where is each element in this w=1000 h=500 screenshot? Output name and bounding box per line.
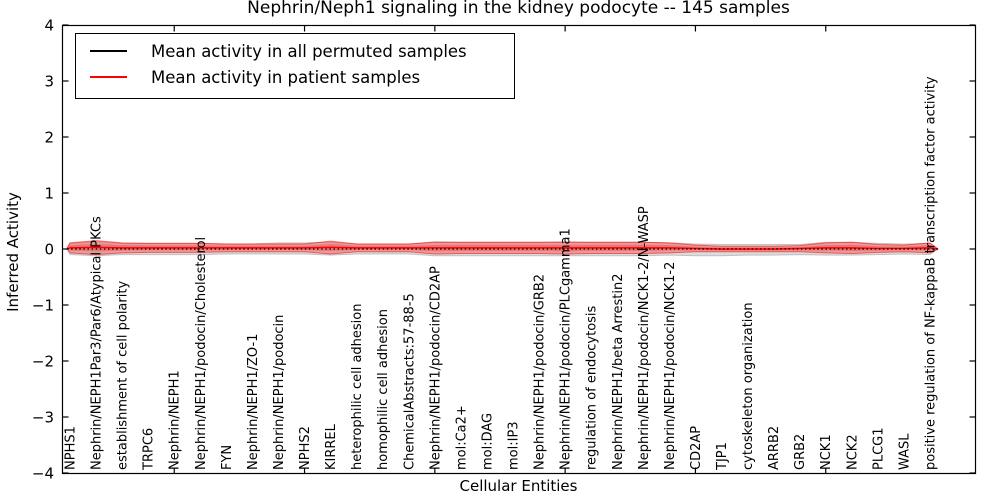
x-category-label: FYN [220,445,235,470]
patient-mean-line [66,246,939,250]
x-category-label: mol:IP3 [507,421,522,470]
x-category-label: CD2AP [689,426,704,470]
x-category-label: WASL [897,433,912,470]
x-category-label: homophilic cell adhesion [376,309,391,470]
x-category-label: PLCG1 [871,427,886,470]
legend-label-patient: Mean activity in patient samples [151,67,421,87]
x-category-label: Nephrin/NEPH1/podocin/PLCgamma1 [559,228,574,470]
x-category-label: Nephrin/NEPH1Par3/Par6/Atypical PKCs [90,216,105,470]
y-axis-label: Inferred Activity [4,192,22,312]
legend-label-permuted: Mean activity in all permuted samples [151,41,467,61]
legend-row-permuted: Mean activity in all permuted samples [76,38,514,64]
x-category-label: Nephrin/NEPH1/podocin/NCK1-2/N-WASP [637,206,652,470]
x-category-label: Nephrin/NEPH1 [168,370,183,470]
x-category-label: Nephrin/NEPH1/podocin/NCK1-2 [663,262,678,470]
patient-line-sample-icon [90,76,127,78]
y-tick-label: 3 [44,73,54,91]
chart-title: Nephrin/Neph1 signaling in the kidney po… [247,0,790,18]
x-category-label: Nephrin/NEPH1/podocin [272,315,287,470]
x-category-label: positive regulation of NF-kappaB transcr… [923,76,938,470]
x-category-label: establishment of cell polarity [116,281,131,470]
x-category-label: mol:Ca2+ [454,405,469,470]
permuted-line-sample-icon [90,50,127,52]
x-category-label: Nephrin/NEPH1/ZO-1 [246,334,261,470]
y-tick-label: −3 [32,409,54,427]
y-tick-label: 2 [44,129,54,147]
y-tick-label: 1 [44,185,54,203]
x-category-label: regulation of endocytosis [585,305,600,470]
y-tick-label: −2 [32,353,54,371]
y-tick-label: −1 [32,297,54,315]
x-category-label: NCK2 [845,434,860,470]
x-category-label: ChemicalAbstracts:57-88-5 [402,293,417,470]
x-category-label: TRPC6 [142,428,157,471]
x-category-label: mol:DAG [480,413,495,470]
x-category-label: ARRB2 [767,426,782,470]
x-category-label: KIRREL [324,423,339,470]
x-category-label: Nephrin/NEPH1/podocin/CD2AP [428,266,443,470]
y-tick-label: 4 [44,17,54,35]
x-category-label: TJP1 [715,442,730,471]
x-category-label: Nephrin/NEPH1/podocin/GRB2 [533,274,548,470]
x-category-label: heterophilic cell adhesion [350,304,365,471]
legend-row-patient: Mean activity in patient samples [76,64,514,90]
y-tick-label: −4 [32,465,54,483]
x-category-label: Nephrin/NEPH1/beta Arrestin2 [611,274,626,471]
legend: Mean activity in all permuted samples Me… [75,33,515,99]
x-category-label: NPHS1 [64,426,79,470]
x-category-label: GRB2 [793,434,808,470]
x-category-label: Nephrin/NEPH1/podocin/Cholesterol [194,237,209,470]
y-tick-label: 0 [44,241,54,259]
x-category-label: NPHS2 [298,426,313,470]
x-category-label: cytoskeleton organization [741,302,756,470]
x-axis-label: Cellular Entities [459,477,578,495]
x-category-label: NCK1 [819,434,834,470]
